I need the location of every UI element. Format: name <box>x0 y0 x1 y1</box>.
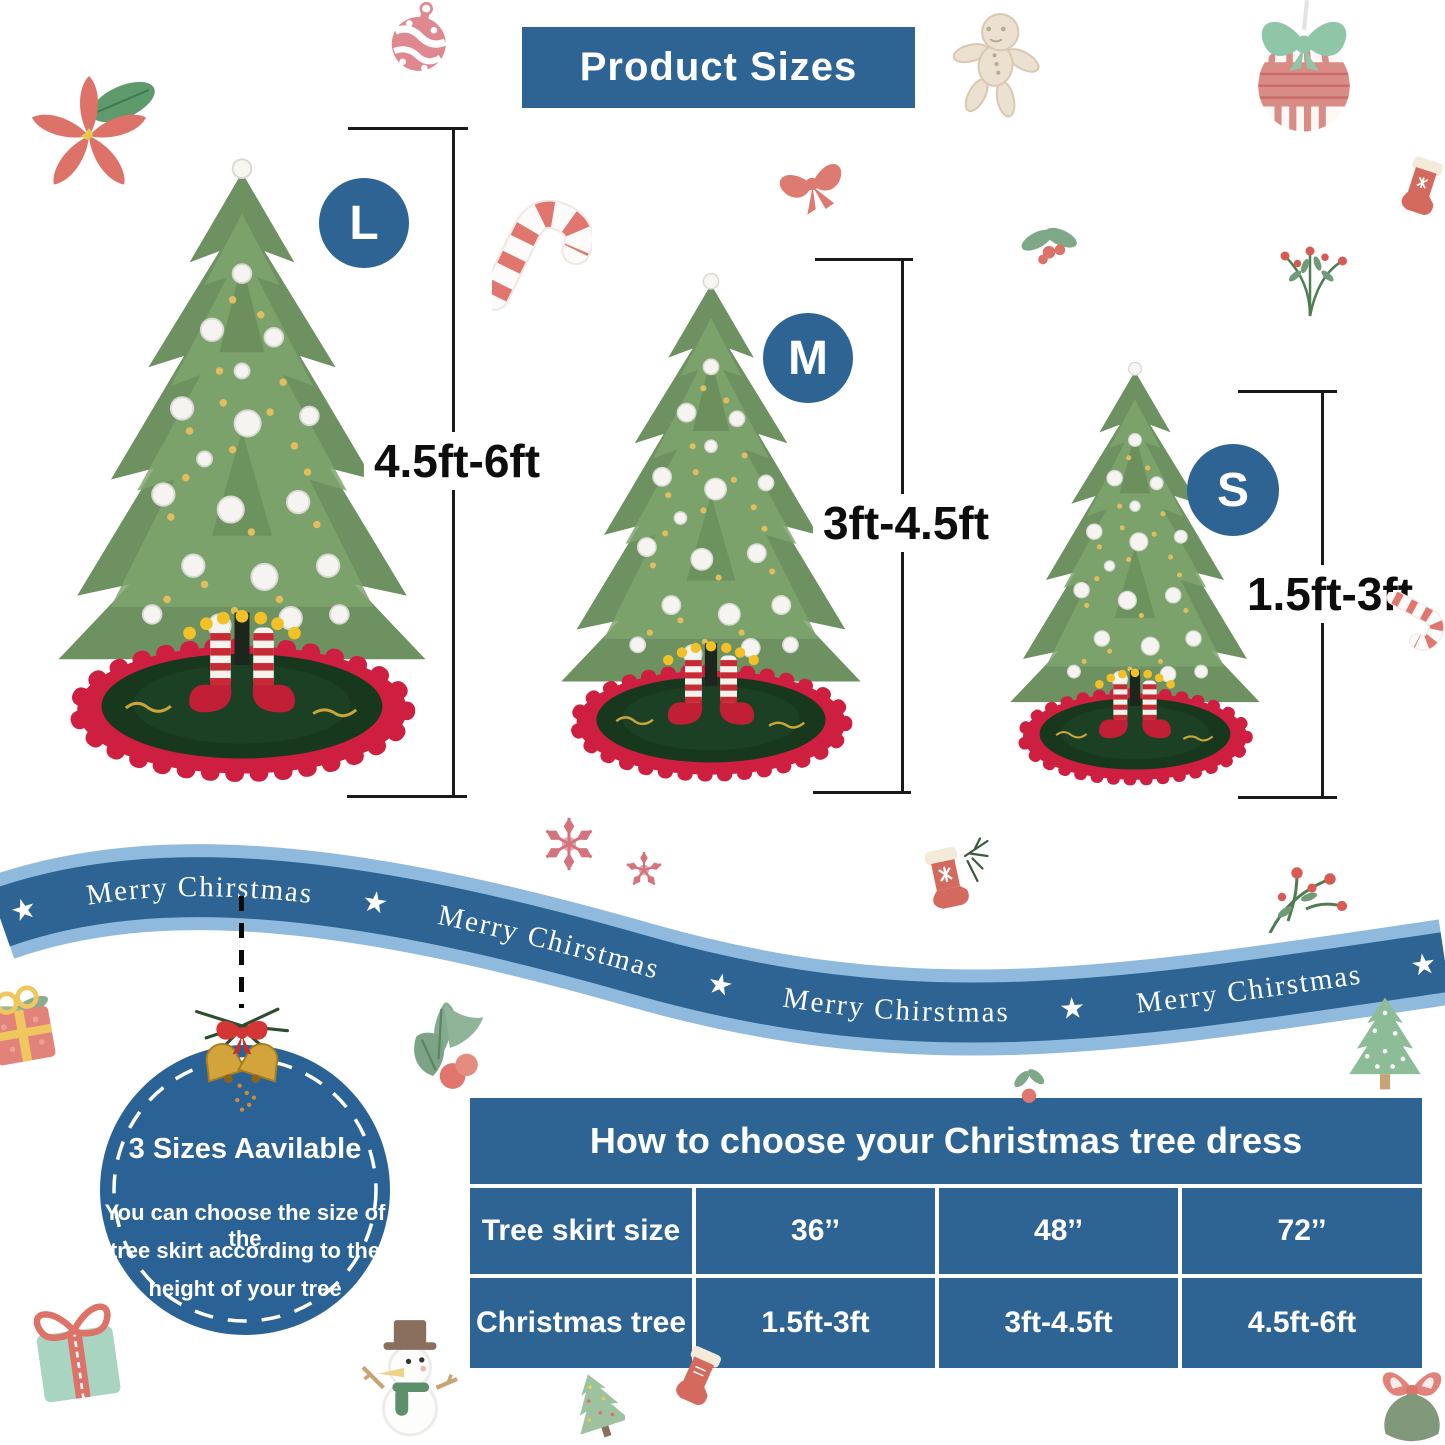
size-badge-S: S <box>1187 444 1279 536</box>
snowflake-icon <box>545 817 593 871</box>
tree-height-2: 3ft-4.5ft <box>939 1278 1178 1368</box>
hanging-ornament-icon <box>1258 0 1350 132</box>
holly-icon <box>1021 227 1077 265</box>
berry-branch-icon <box>1280 246 1347 317</box>
christmas-tree-icon-small <box>580 1374 625 1438</box>
bracket-top-L <box>348 127 468 130</box>
gift-icon-mint <box>33 1303 121 1403</box>
christmas-tree-icon <box>1349 997 1421 1090</box>
berry-branch-icon-2 <box>1268 867 1348 933</box>
skirt-size-48: 48’’ <box>939 1188 1178 1274</box>
bracket-bottom-S <box>1238 796 1337 799</box>
stocking-with-sprig-icon <box>924 837 989 909</box>
page-title-text: Product Sizes <box>579 45 858 89</box>
gingerbread-man-icon <box>952 13 1040 118</box>
christmas-tree-small <box>1006 356 1264 795</box>
height-range-L: 4.5ft-6ft <box>363 432 551 490</box>
holly-bud-icon <box>1014 1069 1045 1103</box>
jingle-bells-icon <box>195 1007 289 1112</box>
candy-cane-icon <box>492 200 592 311</box>
badge-line-1: You can choose the size of the <box>104 1200 386 1251</box>
stocking-icon-bottom <box>676 1346 721 1405</box>
poinsettia-icon <box>31 76 155 185</box>
size-letter-L: L <box>349 196 379 250</box>
holly-berries-icon <box>414 1002 484 1089</box>
dashed-hanger-line <box>239 896 244 1008</box>
size-letter-S: S <box>1216 463 1249 517</box>
snowflake-icon-small <box>626 851 662 886</box>
stocking-icon <box>1401 156 1443 215</box>
candy-cane-icon-small <box>1386 592 1445 651</box>
size-letter-M: M <box>788 331 828 385</box>
gift-icon-left <box>0 985 56 1066</box>
badge-title: 3 Sizes Aavilable <box>128 1133 362 1165</box>
skirt-size-36: 36’’ <box>696 1188 935 1274</box>
skirt-size-72: 72’’ <box>1182 1188 1422 1274</box>
bracket-bottom-M <box>813 791 911 794</box>
bracket-top-S <box>1238 390 1337 393</box>
size-table: How to choose your Christmas tree dress … <box>470 1098 1422 1368</box>
pouch-gift-icon <box>1382 1372 1442 1442</box>
badge-line-2: tree skirt according to the <box>109 1238 381 1263</box>
badge-line-3: height of your tree <box>148 1276 342 1301</box>
sizes-badge-circle: 3 Sizes Aavilable You can choose the siz… <box>100 1045 390 1335</box>
page-title: Product Sizes <box>522 27 915 108</box>
height-range-M: 3ft-4.5ft <box>812 494 1000 552</box>
tree-height-3: 4.5ft-6ft <box>1182 1278 1422 1368</box>
bracket-bottom-L <box>347 795 467 798</box>
size-table-title: How to choose your Christmas tree dress <box>470 1098 1422 1184</box>
snowman-icon <box>361 1320 458 1437</box>
bauble-icon <box>391 2 447 72</box>
tree-height-1: 1.5ft-3ft <box>696 1278 935 1368</box>
size-badge-M: M <box>763 313 853 403</box>
height-range-S: 1.5ft-3ft <box>1236 565 1424 623</box>
size-badge-L: L <box>319 178 409 268</box>
row-header-skirt-size: Tree skirt size <box>470 1188 692 1274</box>
bow-icon <box>779 164 842 215</box>
bracket-top-M <box>815 258 913 261</box>
row-header-tree: Christmas tree <box>470 1278 692 1368</box>
